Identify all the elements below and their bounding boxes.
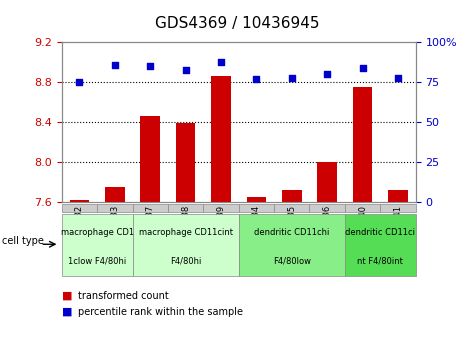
Text: percentile rank within the sample: percentile rank within the sample (78, 307, 243, 316)
Text: ■: ■ (62, 307, 72, 316)
Text: GSM687736: GSM687736 (323, 205, 332, 256)
Bar (105, 187, 124, 202)
Bar (168, 204, 203, 212)
Text: cell type: cell type (2, 236, 44, 246)
Point (253, 76, 260, 82)
Point (146, 64, 154, 69)
Bar (345, 214, 416, 276)
Bar (133, 214, 238, 276)
Bar (62, 204, 97, 212)
Text: GSM687737: GSM687737 (146, 205, 155, 256)
Text: GSM687738: GSM687738 (181, 205, 190, 256)
Text: GSM687741: GSM687741 (393, 205, 402, 256)
Point (288, 75, 295, 80)
Bar (247, 197, 266, 202)
Bar (97, 204, 133, 212)
Bar (62, 214, 133, 276)
Text: nt F4/80int: nt F4/80int (357, 256, 403, 265)
Point (182, 67, 190, 73)
Bar (345, 204, 380, 212)
Bar (70, 200, 89, 202)
Text: macrophage CD11cint: macrophage CD11cint (139, 228, 233, 237)
Text: ■: ■ (62, 291, 72, 301)
Bar (176, 123, 195, 202)
Bar (388, 190, 408, 202)
Bar (317, 162, 337, 202)
Point (217, 59, 225, 64)
Point (359, 65, 366, 71)
Text: GSM687734: GSM687734 (252, 205, 261, 256)
Bar (353, 87, 372, 202)
Bar (310, 204, 345, 212)
Text: dendritic CD11chi: dendritic CD11chi (254, 228, 330, 237)
Bar (282, 190, 302, 202)
Text: GSM687732: GSM687732 (75, 205, 84, 256)
Bar (211, 76, 231, 202)
Text: GSM687740: GSM687740 (358, 205, 367, 256)
Bar (380, 204, 416, 212)
Text: GDS4369 / 10436945: GDS4369 / 10436945 (155, 16, 320, 31)
Bar (238, 204, 274, 212)
Text: macrophage CD1: macrophage CD1 (61, 228, 133, 237)
Text: 1clow F4/80hi: 1clow F4/80hi (68, 256, 126, 265)
Point (323, 72, 331, 77)
Text: GSM687735: GSM687735 (287, 205, 296, 256)
Text: dendritic CD11ci: dendritic CD11ci (345, 228, 415, 237)
Text: GSM687733: GSM687733 (110, 205, 119, 256)
Bar (274, 204, 310, 212)
Text: GSM687739: GSM687739 (217, 205, 226, 256)
Point (76, 80, 83, 85)
Text: F4/80hi: F4/80hi (170, 256, 201, 265)
Text: F4/80low: F4/80low (273, 256, 311, 265)
Bar (141, 116, 160, 202)
Point (111, 62, 119, 68)
Point (394, 75, 402, 80)
Bar (203, 204, 238, 212)
Bar (238, 214, 345, 276)
Text: transformed count: transformed count (78, 291, 169, 301)
Bar (133, 204, 168, 212)
